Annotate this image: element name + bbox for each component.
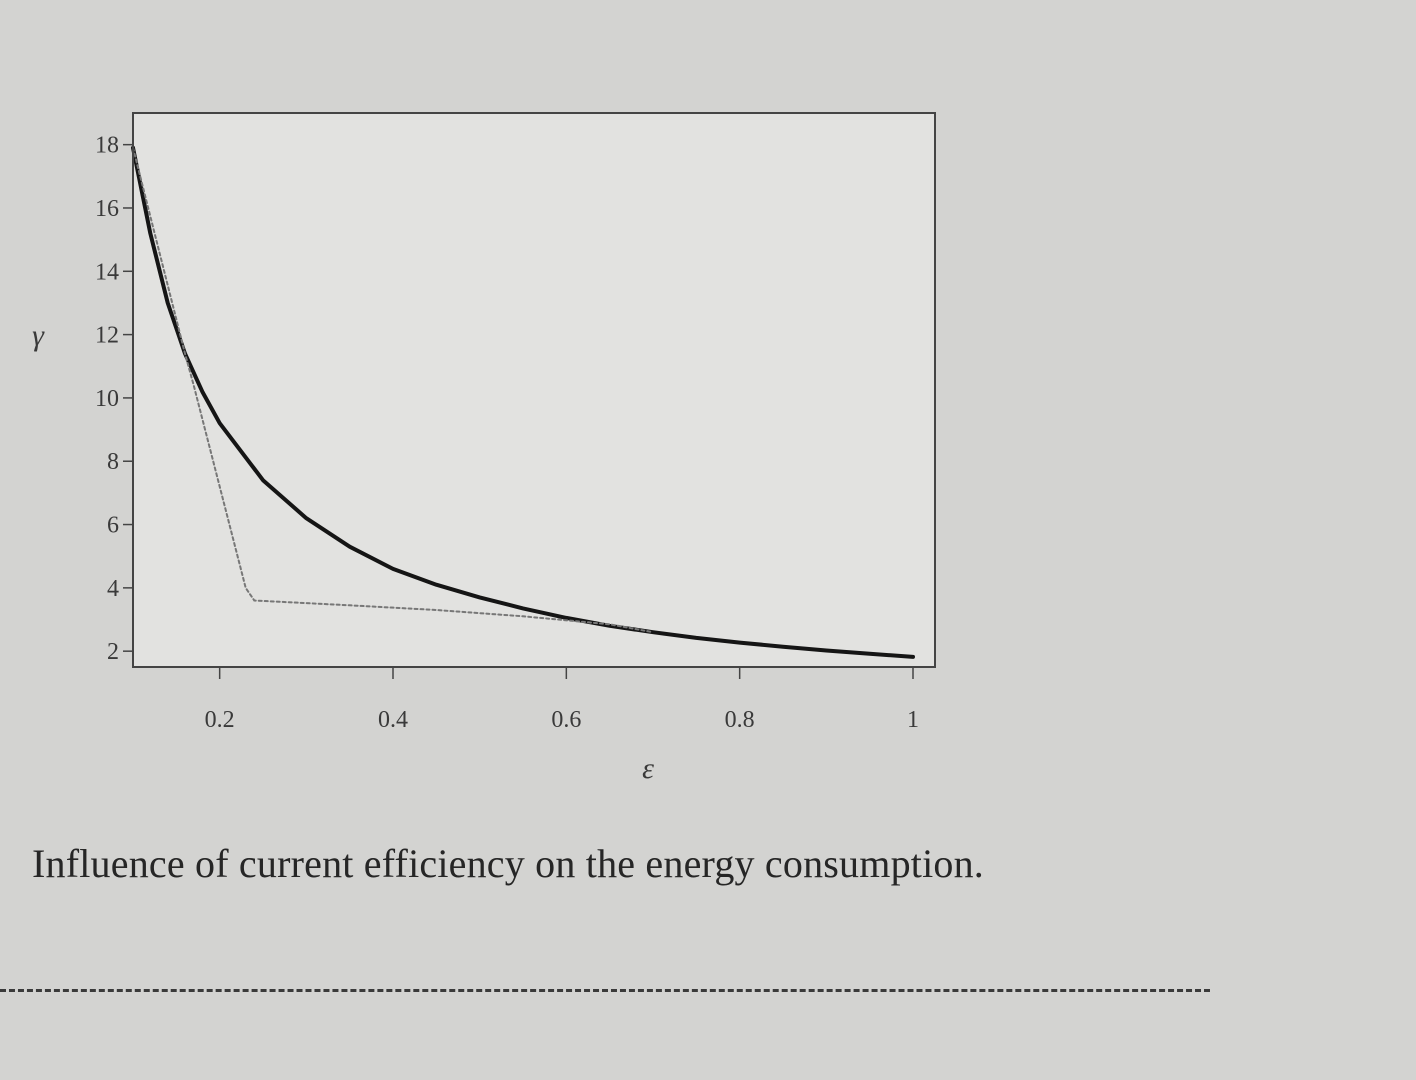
x-axis: 0.2 0.4 0.6 0.8 1 (205, 667, 919, 733)
y-axis: 2 4 6 8 10 12 14 16 18 (95, 133, 133, 665)
y-tick-label: 8 (107, 449, 119, 475)
x-tick-label: 1 (907, 707, 919, 733)
x-axis-label: ε (642, 752, 654, 785)
dotted-curve (132, 146, 654, 634)
y-tick-label: 6 (107, 513, 119, 539)
solid-curve (131, 145, 915, 659)
figure-caption: Influence of current efficiency on the e… (32, 841, 984, 886)
plot-frame (132, 112, 936, 668)
y-tick-label: 10 (95, 386, 119, 412)
plot-series (131, 145, 915, 659)
y-tick-label: 4 (107, 576, 119, 602)
x-tick-label: 0.8 (725, 707, 755, 733)
y-tick-label: 18 (95, 133, 119, 159)
y-axis-label: γ (32, 319, 45, 352)
x-tick-label: 0.4 (378, 707, 408, 733)
y-tick-label: 16 (95, 196, 119, 222)
y-tick-label: 14 (95, 259, 119, 285)
y-tick-label: 2 (107, 639, 119, 665)
plot-area (133, 113, 935, 667)
x-tick-label: 0.2 (205, 707, 235, 733)
y-tick-label: 12 (95, 323, 119, 349)
x-tick-label: 0.6 (551, 707, 581, 733)
chart: 2 4 6 8 10 12 14 16 18 0.2 0.4 0.6 0.8 1 γ ε (32, 112, 936, 785)
dashed-divider (0, 989, 1210, 992)
